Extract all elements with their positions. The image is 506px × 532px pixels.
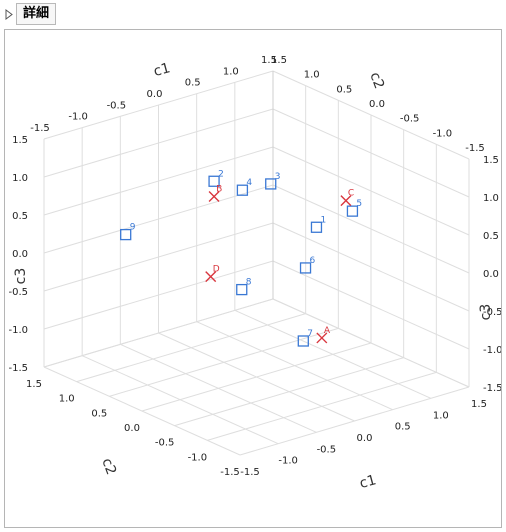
row-point-marker xyxy=(120,228,132,241)
row-point-label: 9 xyxy=(130,223,136,233)
tick-label: -1.5 xyxy=(30,123,50,134)
tick-label: 1.5 xyxy=(26,379,42,390)
floor-grid-c2 xyxy=(109,327,339,397)
column-point-label: A xyxy=(324,326,331,336)
tick-label: -0.5 xyxy=(8,287,28,298)
tick-label: 1.0 xyxy=(433,410,449,421)
row-point-label: 6 xyxy=(310,256,316,266)
tick-label: -0.5 xyxy=(107,100,127,111)
row-point-marker xyxy=(299,262,312,274)
tick-label: -1.0 xyxy=(188,452,208,463)
wall-grid-c3 xyxy=(272,70,470,160)
tick-label: 0.0 xyxy=(12,249,28,260)
axis-label-c3-right: c3 xyxy=(478,304,494,321)
column-point-marker xyxy=(340,195,352,207)
row-point-marker xyxy=(346,205,359,217)
tick-label: -1.0 xyxy=(8,325,28,336)
row-point-label: 7 xyxy=(307,329,313,339)
row-point-marker xyxy=(297,335,309,347)
row-point-marker xyxy=(208,175,220,187)
disclosure-triangle-right-icon[interactable] xyxy=(2,5,16,23)
row-point-marker xyxy=(310,221,323,233)
tick-label: 0.0 xyxy=(147,89,163,100)
row-point-label: 4 xyxy=(246,178,252,188)
tick-label: 0.5 xyxy=(483,231,499,242)
grid-lines xyxy=(43,70,470,456)
tick-label: 1.0 xyxy=(304,70,320,81)
tick-label: 1.0 xyxy=(223,66,239,77)
row-point-marker xyxy=(236,283,248,296)
tick-label: -1.5 xyxy=(240,467,260,478)
floor-grid-c1 xyxy=(272,298,470,388)
floor-grid-c1 xyxy=(196,321,393,411)
scatter3d-frame[interactable]: -1.5 -1.0 -0.5 0.0 0.5 1.0 1.5 -1.5 -1.0 -0.5 0.0 0… xyxy=(4,29,502,528)
tick-label: -1.5 xyxy=(483,383,501,394)
axis-label-c2-bottom: c2 xyxy=(98,456,119,477)
tick-label: 1.5 xyxy=(271,55,287,66)
axis-label-c1-bottom: c1 xyxy=(358,472,378,492)
tick-label: 0.5 xyxy=(336,84,352,95)
tick-label: 0.5 xyxy=(185,78,201,89)
tick-label: 1.5 xyxy=(471,399,487,410)
floor-grid-c2 xyxy=(141,342,372,412)
column-point-marker xyxy=(205,271,217,283)
axis-label-c2-top: c2 xyxy=(366,70,387,91)
wall2-grid-c3 xyxy=(43,70,274,140)
scatter3d-plot[interactable]: -1.5-1.0-0.50.00.51.01.5-1.5-1.0-0.50.00… xyxy=(5,30,501,527)
tick-label: 1.5 xyxy=(483,155,499,166)
tick-label: 0.5 xyxy=(395,422,411,433)
floor-grid-c1 xyxy=(234,309,432,399)
tick-label: 1.0 xyxy=(59,394,75,405)
row-point-label: 8 xyxy=(246,278,252,288)
tick-label: 0.5 xyxy=(12,211,28,222)
axis-label-c1-top: c1 xyxy=(152,60,172,80)
row-point-marker xyxy=(265,178,277,190)
tick-label: -0.5 xyxy=(400,114,420,125)
tick-label: 1.0 xyxy=(12,173,28,184)
tick-label: 0.0 xyxy=(124,423,140,434)
tick-label: 0.5 xyxy=(91,408,107,419)
report-title[interactable]: 詳細 xyxy=(16,3,57,25)
row-point-label: 2 xyxy=(218,169,224,179)
tick-label: 0.0 xyxy=(357,433,373,444)
tick-label: 1.5 xyxy=(12,135,28,146)
column-point-marker xyxy=(208,190,220,202)
tick-label: -1.0 xyxy=(483,345,501,356)
tick-label: -1.0 xyxy=(433,128,453,139)
wall2-grid-c3 xyxy=(43,108,274,178)
tick-label: -0.5 xyxy=(155,438,175,449)
data-points: 9 8 7 6 1 5 3 2 4 D A B C xyxy=(120,169,362,347)
wall-grid-c3 xyxy=(272,108,470,198)
column-point-marker xyxy=(316,332,328,344)
row-point-label: 3 xyxy=(275,172,281,182)
tick-label: 1.0 xyxy=(483,193,499,204)
tick-label: 1.5 xyxy=(261,55,277,66)
row-point-label: 1 xyxy=(320,215,326,225)
tick-label: -1.5 xyxy=(220,467,240,478)
tick-label: 0.0 xyxy=(369,99,385,110)
axis-label-c3-left: c3 xyxy=(13,268,29,285)
axis-labels: c1 c2 c3 c3 c2 c1 xyxy=(13,60,494,492)
tick-label: -1.5 xyxy=(8,363,28,374)
tick-label: -0.5 xyxy=(483,307,501,318)
floor-grid-c2 xyxy=(43,298,274,368)
floor-grid-c2 xyxy=(76,313,306,383)
row-point-label: 5 xyxy=(356,199,362,209)
tick-label: 0.0 xyxy=(483,269,499,280)
tick-label: -1.0 xyxy=(278,456,298,467)
column-point-label: D xyxy=(213,265,220,275)
tick-label: -1.0 xyxy=(68,112,88,123)
report-header: 詳細 xyxy=(2,2,57,26)
tick-labels: -1.5-1.0-0.50.00.51.01.5-1.5-1.0-0.50.00… xyxy=(8,55,501,478)
row-point-marker xyxy=(236,184,249,196)
tick-label: -1.5 xyxy=(465,143,485,154)
tick-label: -0.5 xyxy=(317,444,337,455)
column-point-label: C xyxy=(348,189,354,199)
column-point-label: B xyxy=(216,184,222,194)
